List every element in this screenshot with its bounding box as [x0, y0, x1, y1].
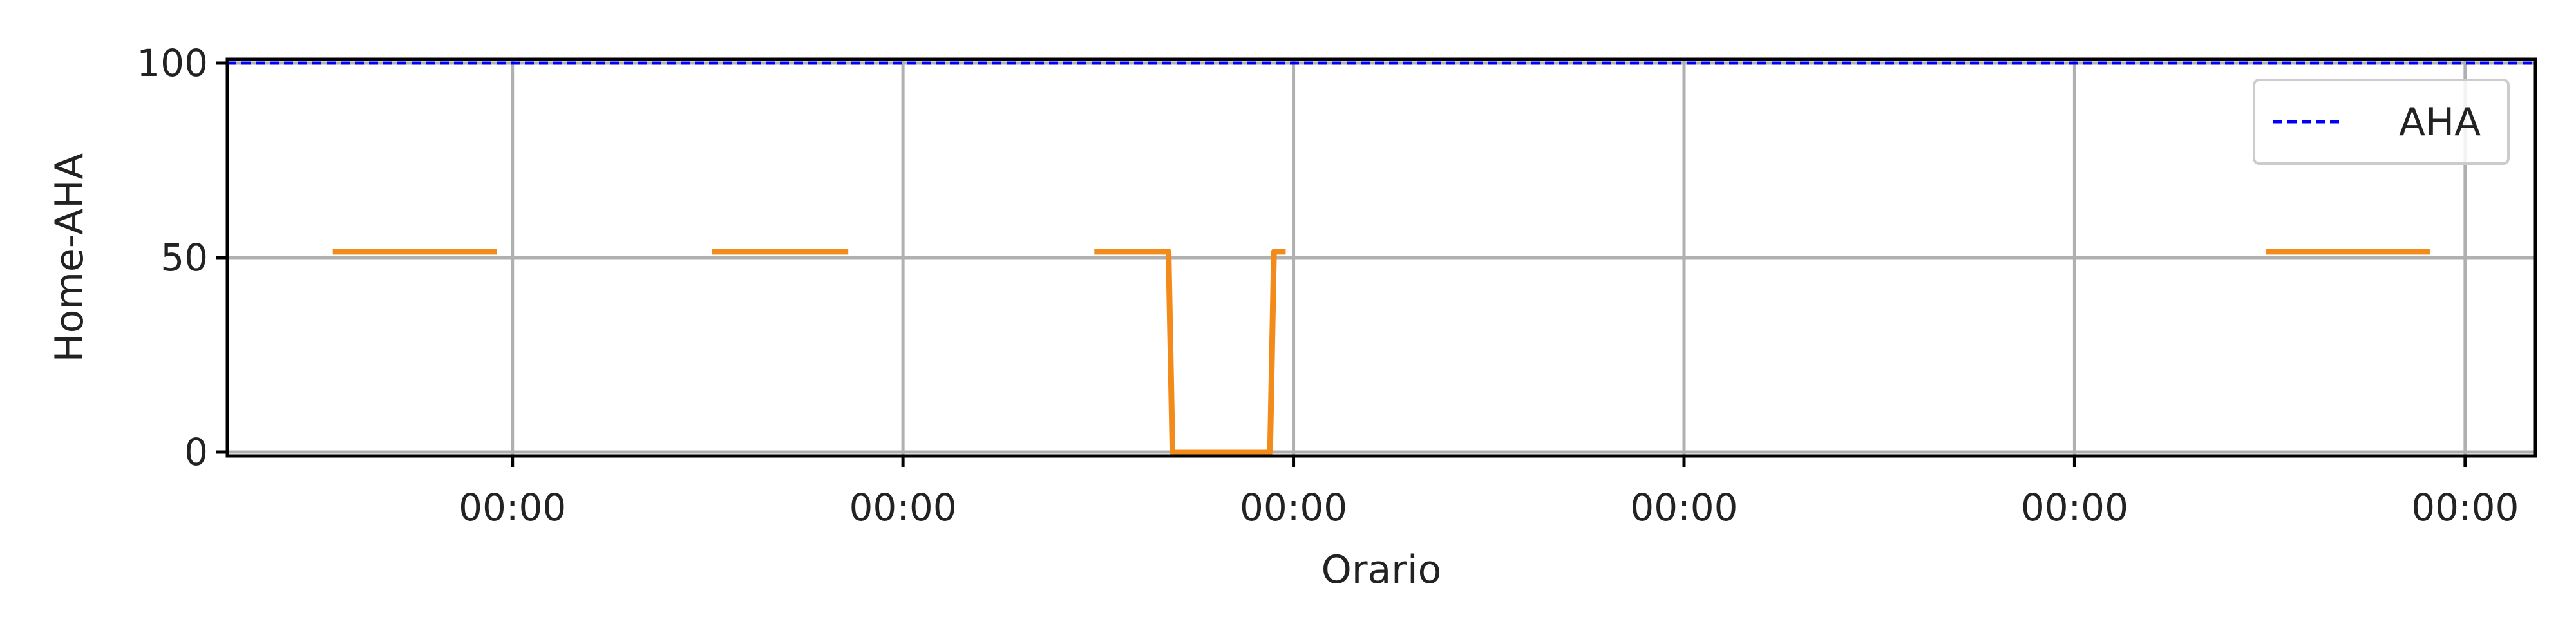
y-tick-label-0: 0	[184, 430, 208, 474]
x-tick-label-5: 00:00	[2411, 486, 2519, 529]
grid-lines	[227, 59, 2535, 456]
legend: AHA	[2253, 79, 2510, 165]
legend-label-aha: AHA	[2399, 100, 2481, 145]
x-tick-label-2: 00:00	[1240, 486, 1347, 529]
y-tick-label-1: 50	[160, 236, 208, 279]
x-axis-ticks: 00:00 00:00 00:00 00:00 00:00 00:00	[459, 456, 2519, 529]
plot-area	[227, 61, 2535, 455]
x-tick-label-1: 00:00	[849, 486, 957, 529]
x-axis-label: Orario	[1321, 547, 1442, 592]
legend-box	[2253, 79, 2510, 165]
x-tick-label-4: 00:00	[2021, 486, 2128, 529]
x-tick-label-0: 00:00	[459, 486, 566, 529]
x-tick-label-3: 00:00	[1630, 486, 1738, 529]
y-tick-label-2: 100	[137, 41, 208, 85]
series-line-segment-2	[1094, 249, 1286, 455]
y-axis-ticks: 0 50 100	[137, 41, 227, 474]
y-axis-label: Home-AHA	[47, 153, 92, 363]
